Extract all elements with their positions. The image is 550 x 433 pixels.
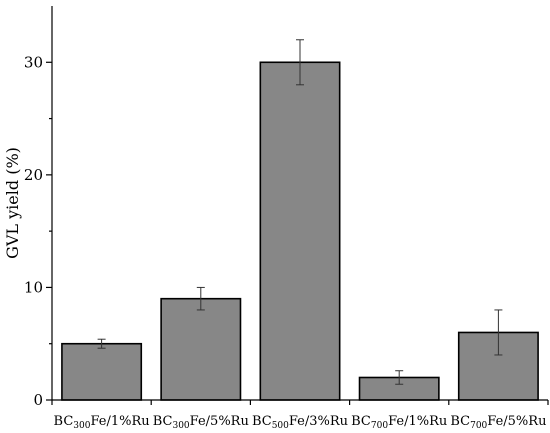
- y-tick-label-2: 20: [24, 166, 43, 184]
- x-tick-label-0: BC300Fe/1%Ru: [54, 414, 150, 431]
- x-axis: BC300Fe/1%Ru BC300Fe/5%Ru BC500Fe/3%Ru BC70…: [51, 399, 549, 431]
- y-axis: 0 10 20 30: [24, 6, 53, 409]
- y-tick-label-1: 10: [24, 278, 43, 296]
- bar-1: [160, 297, 242, 401]
- error-bars-group: [97, 39, 503, 385]
- x-tick-label-2: BC500Fe/3%Ru: [252, 414, 348, 431]
- x-tick-label-4: BC700Fe/5%Ru: [450, 414, 546, 431]
- x-tick-label-3: BC700Fe/1%Ru: [351, 414, 447, 431]
- bars-group: [61, 61, 539, 401]
- y-tick-label-3: 30: [24, 53, 43, 71]
- y-tick-label-0: 0: [33, 391, 43, 409]
- bar-0: [61, 342, 143, 401]
- y-axis-label: GVL yield (%): [3, 147, 22, 259]
- x-tick-label-1: BC300Fe/5%Ru: [153, 414, 249, 431]
- bar-2: [259, 61, 341, 401]
